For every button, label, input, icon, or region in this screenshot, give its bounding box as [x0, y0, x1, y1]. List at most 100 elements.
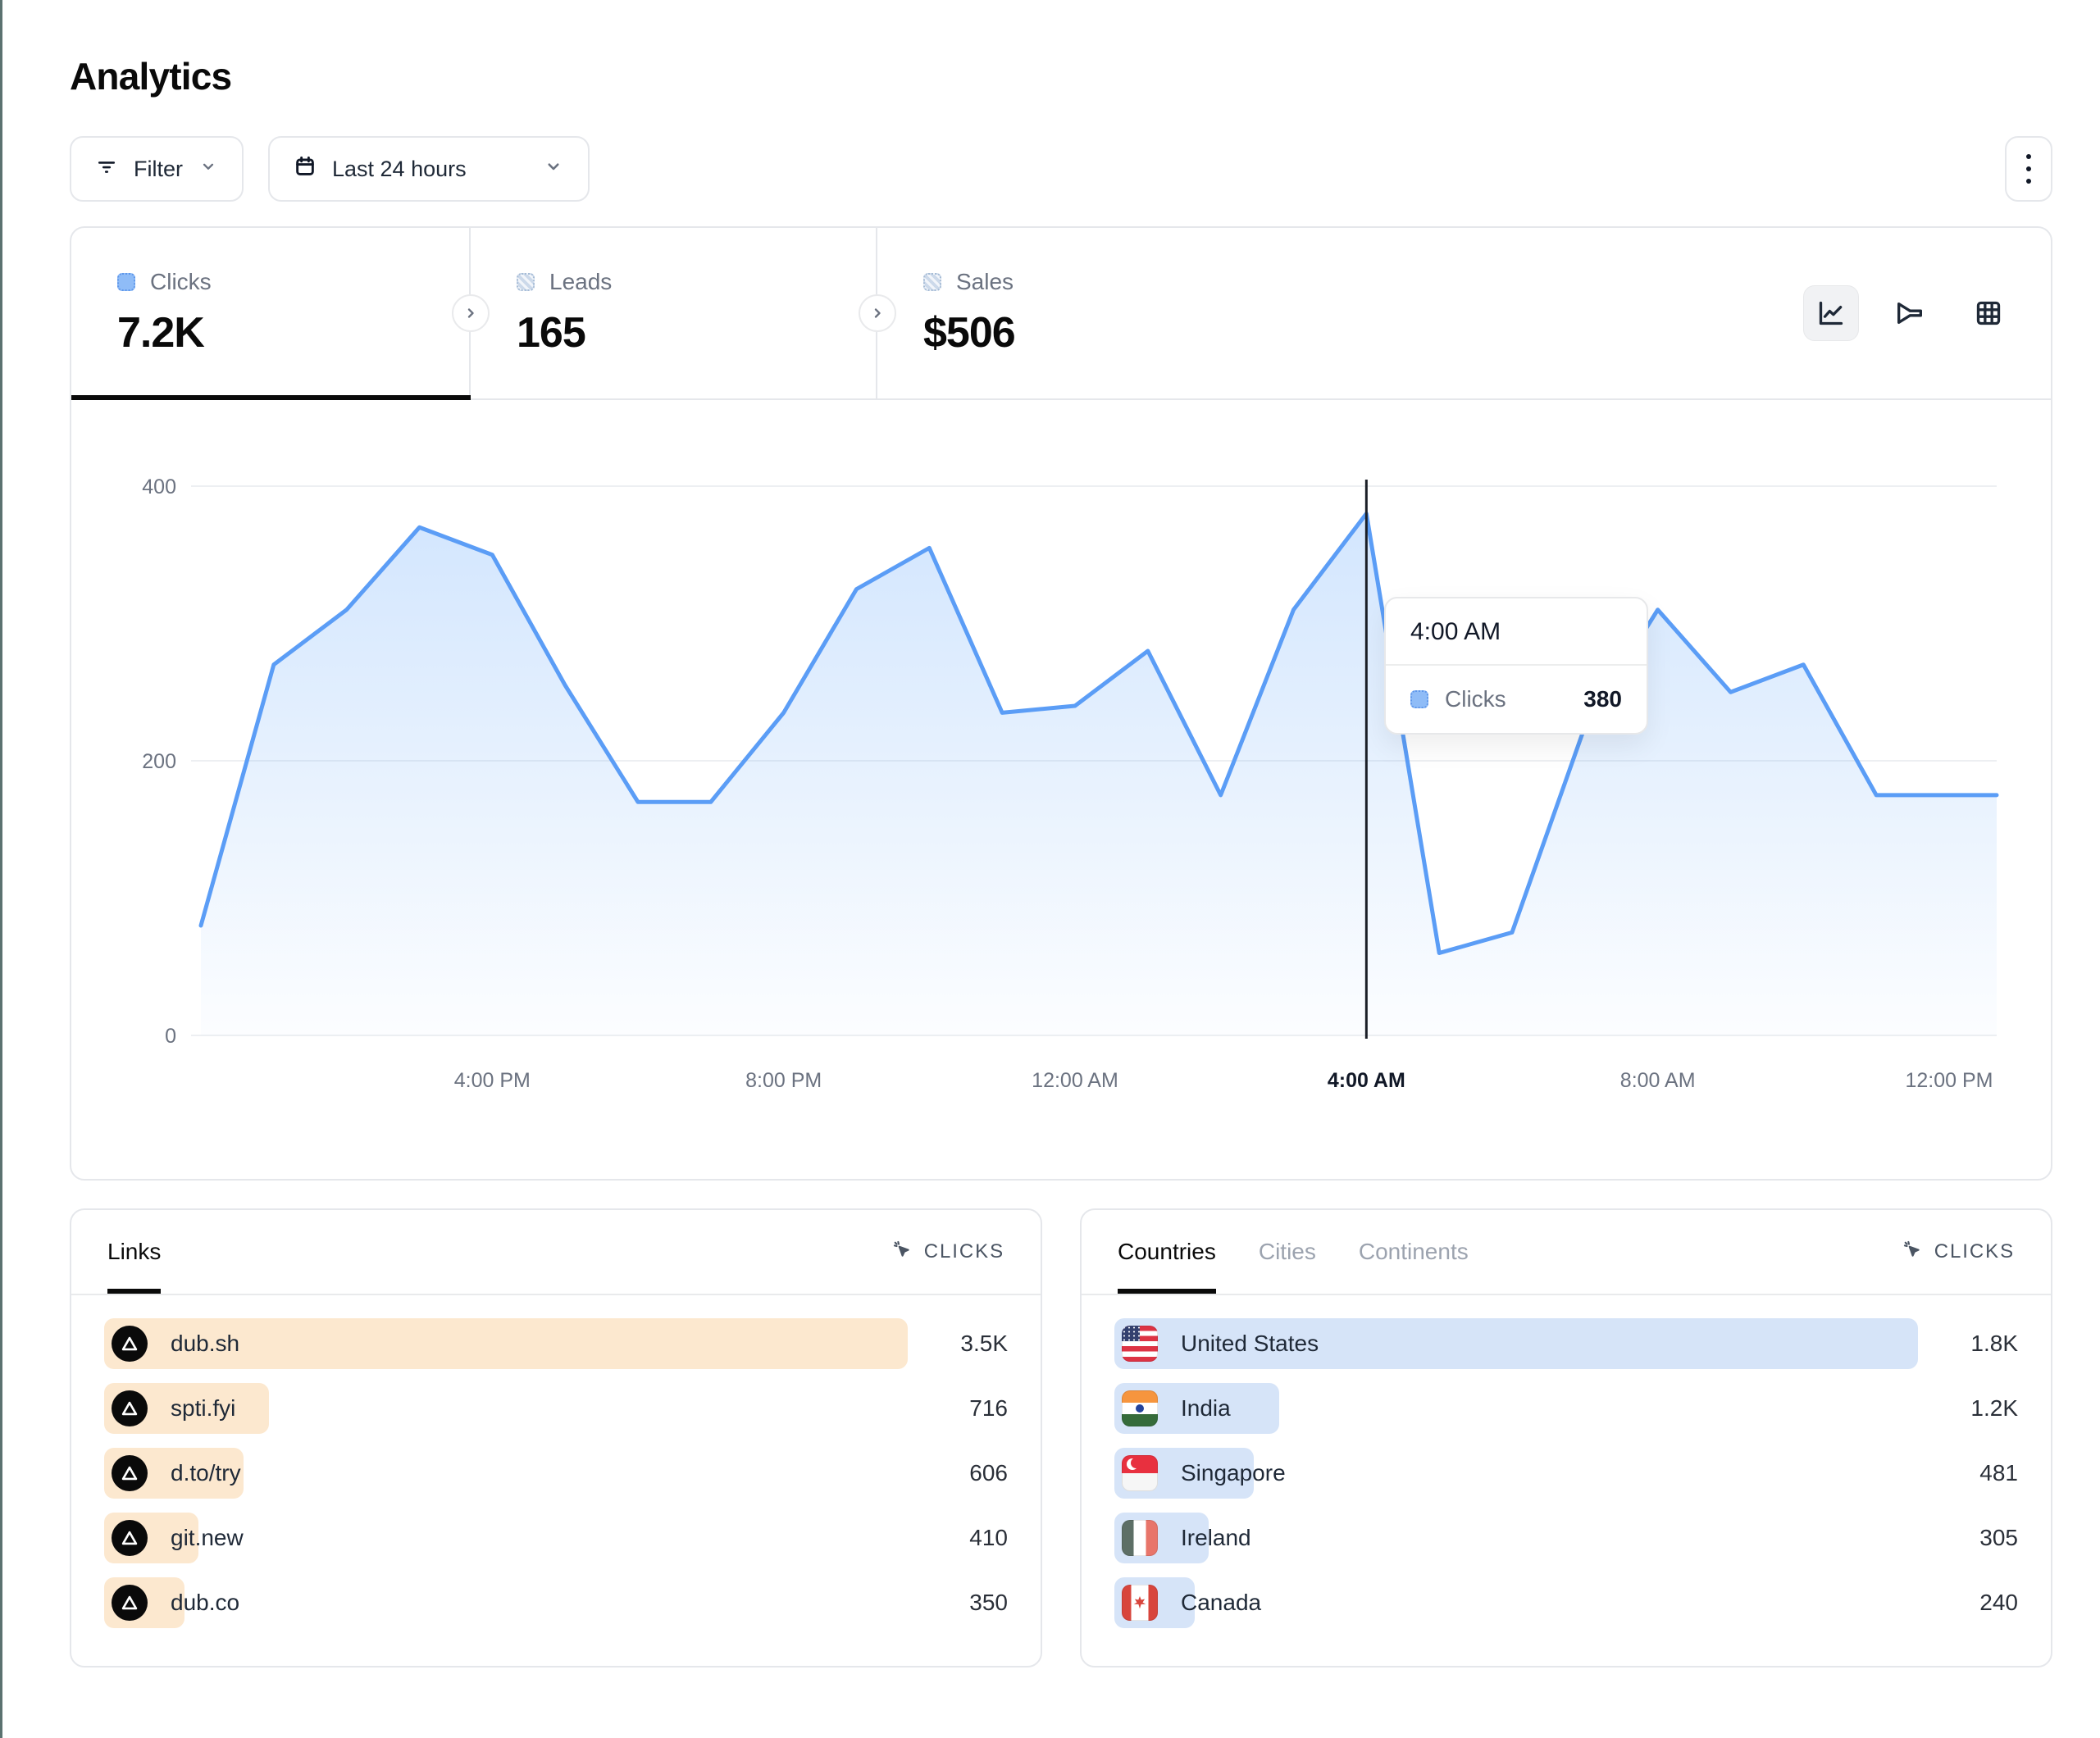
active-tab-underline	[71, 395, 471, 400]
tab-leads[interactable]: Leads 165	[471, 228, 877, 398]
list-item[interactable]: spti.fyi 716	[104, 1383, 1008, 1434]
list-item[interactable]: Singapore 481	[1114, 1448, 2018, 1499]
breakdown-panels: Links CLICKS dub.sh 3.5K spti.fyi 716 d.to/t…	[70, 1208, 2052, 1667]
page-title: Analytics	[70, 55, 232, 98]
tooltip-series-label: Clicks	[1445, 686, 1506, 712]
leads-tab-value: 165	[517, 309, 586, 357]
dub-logo-icon	[112, 1585, 148, 1621]
links-panel-header: Links CLICKS	[71, 1210, 1041, 1295]
dub-logo-icon	[112, 1390, 148, 1426]
tab-links[interactable]: Links	[107, 1210, 161, 1294]
tooltip-time: 4:00 AM	[1386, 598, 1647, 666]
x-axis-tick-label: 12:00 AM	[1032, 1069, 1118, 1092]
clicks-swatch-icon	[117, 273, 135, 291]
list-item-label: spti.fyi	[171, 1395, 236, 1421]
list-item[interactable]: Canada 240	[1114, 1577, 2018, 1628]
geo-panel: Countries Cities Continents CLICKS United …	[1080, 1208, 2052, 1667]
geo-list: United States 1.8K India 1.2K Singapore 481 Ir…	[1082, 1295, 2051, 1666]
sales-swatch-icon	[923, 273, 941, 291]
value-bar	[1114, 1318, 1918, 1369]
clicks-chart[interactable]: 0 200 400 4:00 PM 8:00 PM 12:00 AM 4:00 AM 8:00…	[71, 400, 2051, 1179]
dub-logo-icon	[112, 1520, 148, 1556]
sales-tab-value: $506	[923, 309, 1016, 357]
list-item-value: 1.2K	[1970, 1395, 2018, 1421]
list-item-value: 716	[969, 1395, 1008, 1421]
list-item-label: git.new	[171, 1525, 244, 1550]
ie-flag-icon	[1122, 1520, 1158, 1556]
list-item-value: 3.5K	[960, 1331, 1008, 1356]
clicks-tab-label: Clicks	[150, 269, 212, 294]
tab-countries[interactable]: Countries	[1118, 1210, 1216, 1294]
list-item[interactable]: d.to/try 606	[104, 1448, 1008, 1499]
chevron-down-icon	[198, 156, 219, 183]
links-metric-header[interactable]: CLICKS	[891, 1238, 1004, 1266]
value-bar	[104, 1318, 908, 1369]
list-item-label: United States	[1181, 1331, 1319, 1356]
list-item-label: India	[1181, 1395, 1231, 1421]
tooltip-series-value: 380	[1583, 686, 1622, 712]
filter-lines-icon	[94, 154, 119, 184]
tab-cities[interactable]: Cities	[1258, 1239, 1316, 1264]
list-item-value: 410	[969, 1525, 1008, 1550]
chart-view-toggles	[1803, 285, 2016, 341]
list-item-value: 240	[1979, 1590, 2018, 1615]
chart-tooltip: 4:00 AM Clicks 380	[1384, 597, 1648, 735]
clicks-tab-value: 7.2K	[117, 309, 205, 357]
tab-clicks[interactable]: Clicks 7.2K	[71, 228, 471, 398]
list-item[interactable]: Ireland 305	[1114, 1513, 2018, 1563]
filter-button[interactable]: Filter	[70, 136, 244, 202]
tab-continents[interactable]: Continents	[1358, 1239, 1469, 1264]
list-item-label: Canada	[1181, 1590, 1262, 1615]
list-item-value: 1.8K	[1970, 1331, 2018, 1356]
funnel-icon[interactable]	[1882, 285, 1938, 341]
list-item[interactable]: git.new 410	[104, 1513, 1008, 1563]
tab-sales[interactable]: Sales $506	[877, 228, 1304, 398]
y-axis-tick-label: 0	[165, 1025, 176, 1048]
x-axis-tick-label: 4:00 PM	[454, 1069, 531, 1092]
line-chart-icon[interactable]	[1803, 285, 1859, 341]
kebab-vertical-icon	[2026, 154, 2031, 184]
list-item-value: 350	[969, 1590, 1008, 1615]
geo-panel-header: Countries Cities Continents CLICKS	[1082, 1210, 2051, 1295]
cursor-click-icon	[891, 1238, 913, 1266]
cursor-click-icon	[1901, 1238, 1923, 1266]
sales-tab-label: Sales	[956, 269, 1014, 294]
calendar-icon	[293, 154, 317, 184]
ca-flag-icon	[1122, 1585, 1158, 1621]
date-range-button[interactable]: Last 24 hours	[268, 136, 590, 202]
analytics-chart-card: Clicks 7.2K Leads 165 Sales $506	[70, 226, 2052, 1181]
links-panel: Links CLICKS dub.sh 3.5K spti.fyi 716 d.to/t…	[70, 1208, 1042, 1667]
us-flag-icon	[1122, 1326, 1158, 1362]
tooltip-series-swatch-icon	[1410, 690, 1428, 708]
leads-swatch-icon	[517, 273, 535, 291]
list-item[interactable]: dub.co 350	[104, 1577, 1008, 1628]
x-axis-tick-label: 12:00 PM	[1905, 1069, 1993, 1092]
toolbar: Filter Last 24 hours	[70, 136, 2052, 202]
date-range-label: Last 24 hours	[332, 156, 467, 181]
clicks-area-fill	[201, 513, 1997, 1035]
dub-logo-icon	[112, 1326, 148, 1362]
list-item-label: dub.co	[171, 1590, 240, 1615]
list-item[interactable]: United States 1.8K	[1114, 1318, 2018, 1369]
clicks-line-series	[198, 512, 1999, 955]
table-grid-icon[interactable]	[1961, 285, 2016, 341]
filter-button-label: Filter	[134, 156, 183, 181]
list-item-label: Ireland	[1181, 1525, 1251, 1550]
y-axis-tick-label: 400	[142, 475, 176, 498]
list-item[interactable]: dub.sh 3.5K	[104, 1318, 1008, 1369]
list-item-label: d.to/try	[171, 1460, 241, 1485]
in-flag-icon	[1122, 1390, 1158, 1426]
tab-separator-chevron-right-icon[interactable]	[452, 294, 490, 332]
list-item-value: 481	[1979, 1460, 2018, 1485]
more-menu-button[interactable]	[2005, 136, 2052, 202]
geo-metric-header[interactable]: CLICKS	[1901, 1238, 2015, 1266]
leads-tab-label: Leads	[549, 269, 613, 294]
clicks-chart-svg: 0 200 400 4:00 PM 8:00 PM 12:00 AM 4:00 AM 8:00…	[142, 475, 1999, 1092]
dub-logo-icon	[112, 1455, 148, 1491]
list-item-label: dub.sh	[171, 1331, 240, 1356]
list-item[interactable]: India 1.2K	[1114, 1383, 2018, 1434]
tab-separator-chevron-right-icon[interactable]	[859, 294, 896, 332]
list-item-label: Singapore	[1181, 1460, 1286, 1485]
x-axis-tick-label: 8:00 AM	[1620, 1069, 1696, 1092]
